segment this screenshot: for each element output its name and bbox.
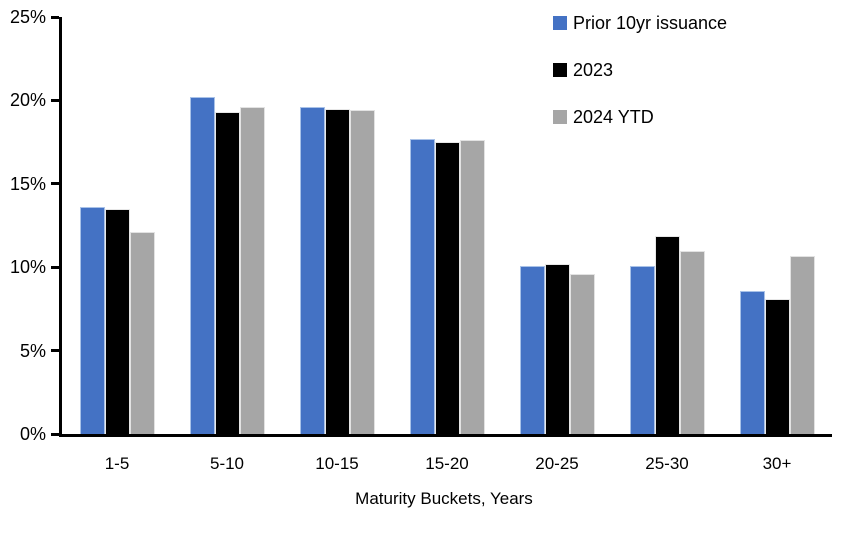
bar-2023-30+	[764, 298, 790, 434]
bar-2024-ytd-20-25	[569, 273, 595, 434]
y-axis-tick-label: 0%	[19, 424, 46, 444]
bar-2024-ytd-10-15	[349, 110, 375, 434]
legend-item-prior-10yr-issuance: Prior 10yr issuance	[553, 13, 727, 33]
legend-label: 2023	[573, 60, 614, 80]
bar-2024-ytd-5-10	[239, 107, 265, 434]
bar-group-20-25: 20-25	[502, 17, 612, 473]
legend-item-2024-ytd: 2024 YTD	[553, 107, 727, 127]
legend: Prior 10yr issuance 2023 2024 YTD	[553, 13, 727, 127]
y-axis-tick	[51, 182, 59, 186]
bar-group-bars	[62, 17, 172, 434]
bar-prior-10yr-issuance-30+	[739, 290, 765, 434]
y-axis-tick	[51, 432, 59, 436]
y-axis-tick-label: 25%	[9, 7, 46, 27]
bar-group-1-5: 1-5	[62, 17, 172, 473]
y-axis-tick	[51, 98, 59, 102]
bar-2023-1-5	[104, 208, 130, 434]
x-axis-category-label: 1-5	[104, 454, 130, 473]
bar-group-bars	[612, 17, 722, 434]
y-axis-tick-label: 10%	[9, 257, 46, 278]
bar-2024-ytd-25-30	[679, 250, 705, 434]
legend-swatch-icon	[553, 63, 567, 77]
y-axis-tick-label: 20%	[9, 90, 46, 111]
bar-2023-20-25	[544, 263, 570, 434]
y-axis-tick-label: 15%	[9, 173, 46, 194]
y-axis-tick	[51, 265, 59, 269]
legend-swatch-icon	[553, 110, 567, 124]
bar-prior-10yr-issuance-5-10	[189, 97, 215, 434]
y-axis-tick	[51, 15, 59, 19]
bar-group-bars	[722, 17, 832, 434]
plot-area: 25% 20% 15% 10% 5% 0% 1-5 5-10 10-15 15-20 20-25 25…	[10, 7, 832, 473]
x-axis-category-label: 25-30	[645, 454, 689, 473]
bar-2024-ytd-30+	[789, 255, 815, 434]
x-axis-category-label: 15-20	[425, 454, 469, 473]
legend-label: Prior 10yr issuance	[573, 13, 728, 33]
y-axis-tick	[51, 349, 59, 353]
bar-group-bars	[392, 17, 502, 434]
x-axis-category-label: 20-25	[535, 454, 579, 473]
bar-2023-5-10	[214, 112, 240, 434]
legend-label: 2024 YTD	[573, 107, 654, 127]
bar-2023-25-30	[654, 235, 680, 434]
x-axis-category-label: 30+	[762, 454, 792, 473]
bar-group-30+: 30+	[722, 17, 832, 473]
x-axis-title: Maturity Buckets, Years	[355, 489, 533, 508]
bar-group-bars	[172, 17, 282, 434]
bar-2023-15-20	[434, 142, 460, 434]
bar-group-bars	[502, 17, 612, 434]
y-axis-tick-label: 5%	[19, 340, 46, 361]
bar-prior-10yr-issuance-10-15	[299, 107, 325, 434]
x-axis-category-label: 10-15	[315, 454, 359, 473]
bar-2024-ytd-1-5	[129, 232, 155, 434]
bar-group-5-10: 5-10	[172, 17, 282, 473]
bar-prior-10yr-issuance-20-25	[519, 265, 545, 434]
bar-group-15-20: 15-20	[392, 17, 502, 473]
bar-prior-10yr-issuance-1-5	[79, 207, 105, 434]
legend-item-2023: 2023	[553, 60, 727, 80]
legend-swatch-icon	[553, 16, 567, 30]
bar-2024-ytd-15-20	[459, 140, 485, 434]
bar-2023-10-15	[324, 108, 350, 434]
bar-prior-10yr-issuance-25-30	[629, 265, 655, 434]
bar-prior-10yr-issuance-15-20	[409, 138, 435, 434]
bar-group-25-30: 25-30	[612, 17, 722, 473]
bar-group-bars	[282, 17, 392, 434]
bar-group-10-15: 10-15	[282, 17, 392, 473]
x-axis-category-label: 5-10	[209, 454, 245, 473]
